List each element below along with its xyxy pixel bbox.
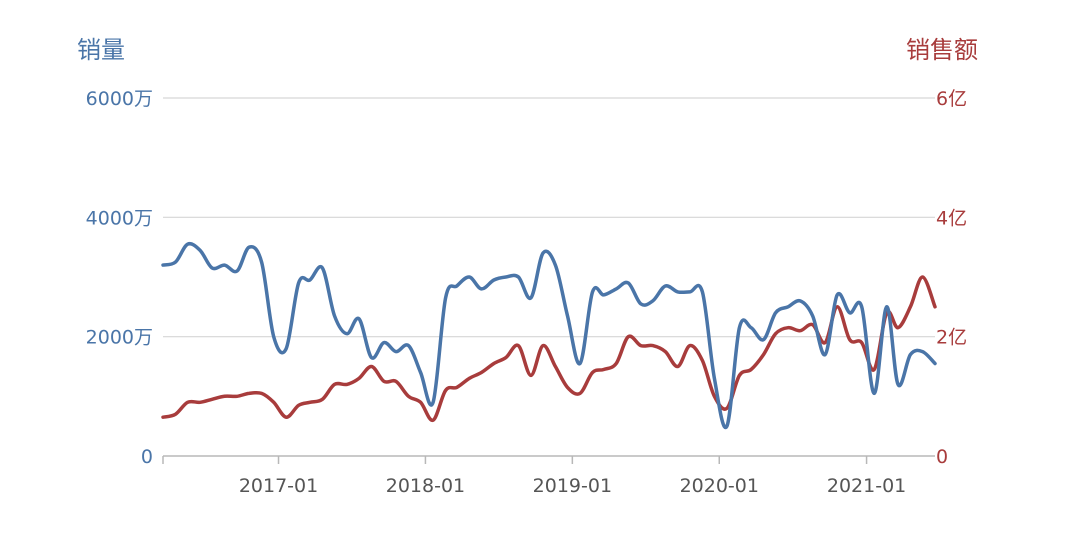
sales-volume-line xyxy=(161,241,937,430)
x-tick-label: 2020-01 xyxy=(680,475,759,497)
left-tick-label: 0 xyxy=(141,446,153,468)
left-tick-label: 6000万 xyxy=(86,88,153,110)
left-axis-title: 销量 xyxy=(77,36,125,64)
grid-lines xyxy=(163,97,935,338)
x-tick-label: 2018-01 xyxy=(386,475,465,497)
left-tick-label: 2000万 xyxy=(86,327,153,349)
sales-revenue-line xyxy=(161,275,937,422)
x-tick-label: 2017-01 xyxy=(239,475,318,497)
right-tick-label: 2亿 xyxy=(936,327,967,349)
left-axis-ticks: 0 2000万 4000万 6000万 xyxy=(86,88,153,468)
right-axis-title: 销售额 xyxy=(906,36,978,64)
x-tick-label: 2019-01 xyxy=(533,475,612,497)
right-tick-label: 6亿 xyxy=(936,88,967,110)
right-tick-label: 4亿 xyxy=(936,207,967,229)
right-axis-ticks: 0 2亿 4亿 6亿 xyxy=(936,88,967,468)
x-axis-ticks: 2017-01 2018-01 2019-01 2020-01 2021-01 xyxy=(239,456,906,497)
left-tick-label: 4000万 xyxy=(86,207,153,229)
series-lines xyxy=(161,241,937,430)
x-tick-label: 2021-01 xyxy=(827,475,906,497)
right-tick-label: 0 xyxy=(936,446,948,468)
axes xyxy=(162,455,935,464)
